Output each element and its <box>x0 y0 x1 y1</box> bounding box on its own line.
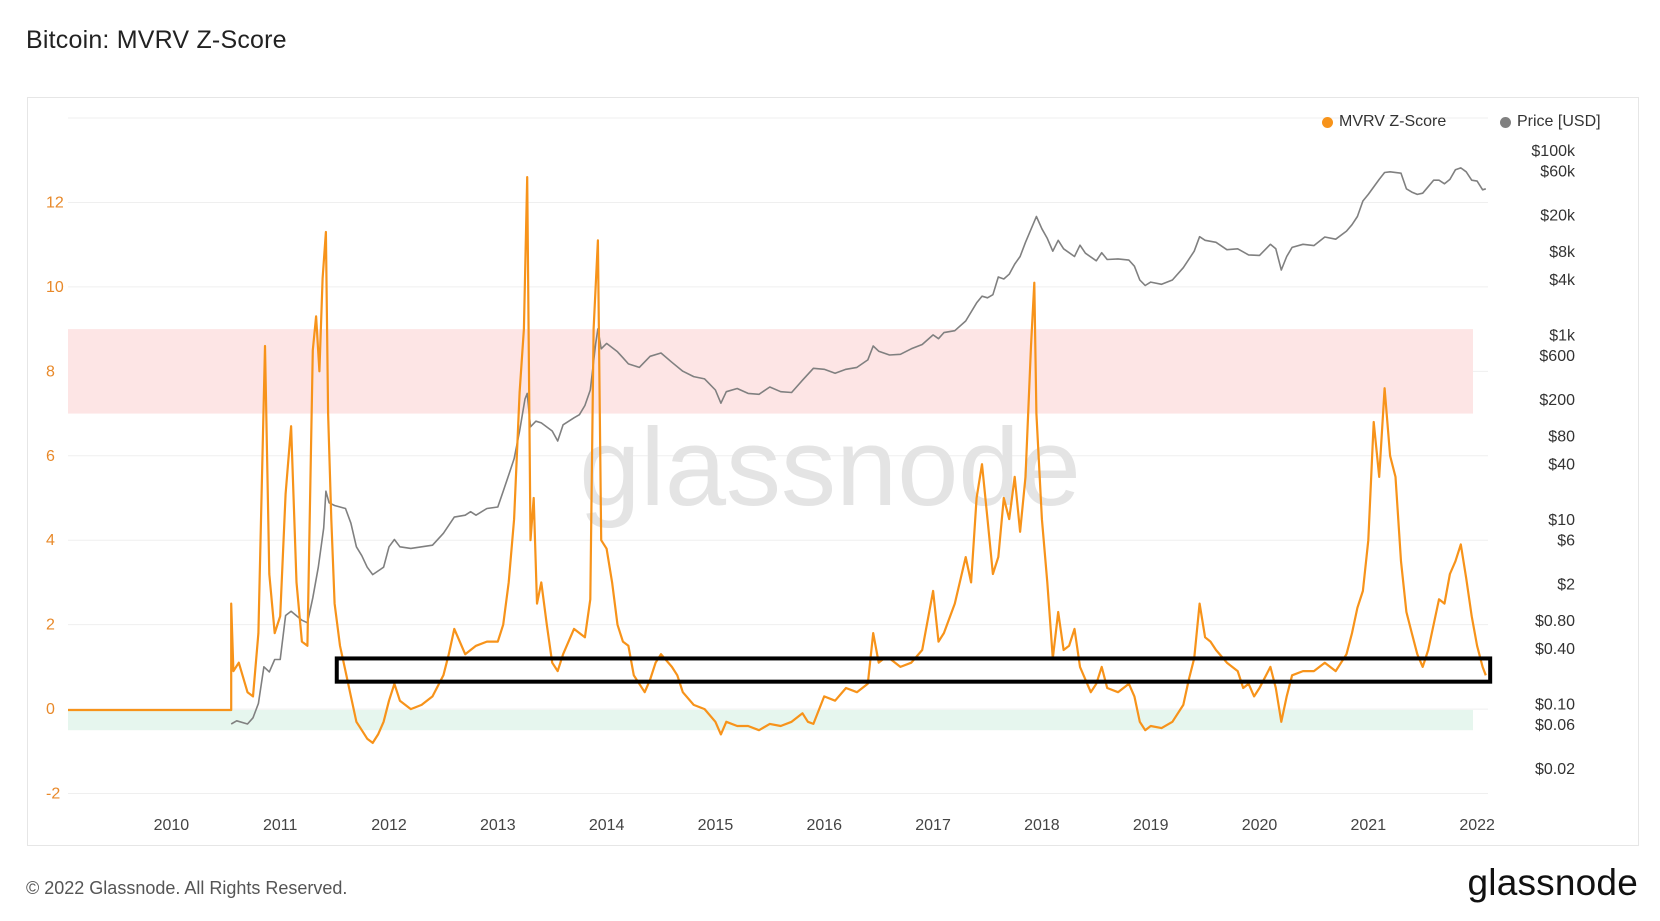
y-right-tick-label: $1k <box>1549 328 1576 345</box>
x-tick-label: 2010 <box>154 817 190 834</box>
x-axis-ticks: 2010 2011 2012 2013 2014 2015 2016 2017 2018 2019… <box>154 817 1495 834</box>
x-tick-label: 2014 <box>589 817 625 834</box>
y-right-tick-label: $0.10 <box>1535 697 1575 714</box>
x-tick-label: 2019 <box>1133 817 1169 834</box>
mvrv-line <box>68 176 1487 744</box>
y-left-ticks: -2 0 2 4 6 8 10 12 <box>46 194 64 802</box>
price-line <box>230 167 1487 725</box>
x-tick-label: 2017 <box>915 817 951 834</box>
y-left-tick-label: 6 <box>46 448 55 465</box>
y-left-tick-label: 2 <box>46 617 55 634</box>
y-right-tick-label: $4k <box>1549 272 1576 289</box>
legend-item-price[interactable]: Price [USD] <box>1500 113 1601 131</box>
y-right-tick-label: $10 <box>1548 512 1575 529</box>
watermark: glassnode <box>579 406 1081 529</box>
x-tick-label: 2018 <box>1024 817 1060 834</box>
y-right-tick-label: $0.02 <box>1535 761 1575 778</box>
y-left-tick-label: 0 <box>46 701 55 718</box>
y-right-tick-label: $200 <box>1539 392 1575 409</box>
valuation-zones <box>68 329 1473 731</box>
y-right-tick-label: $0.80 <box>1535 613 1575 630</box>
x-tick-label: 2022 <box>1459 817 1495 834</box>
x-tick-label: 2021 <box>1351 817 1387 834</box>
mvrv-legend-dot <box>1322 116 1333 128</box>
y-right-tick-label: $600 <box>1539 348 1575 365</box>
y-right-tick-label: $8k <box>1549 244 1576 261</box>
highlight-box <box>334 656 1493 684</box>
y-right-tick-label: $60k <box>1540 163 1576 180</box>
y-left-tick-label: 8 <box>46 363 55 380</box>
y-left-tick-label: 12 <box>46 194 64 211</box>
zone-undervalued <box>68 709 1473 731</box>
y-right-tick-label: $40 <box>1548 456 1575 473</box>
y-left-tick-label: 10 <box>46 279 64 296</box>
page-title: Bitcoin: MVRV Z-Score <box>26 26 287 54</box>
zone-overvalued <box>68 329 1473 414</box>
highlight-rectangle <box>334 656 1493 684</box>
x-tick-label: 2020 <box>1242 817 1278 834</box>
x-tick-label: 2016 <box>806 817 842 834</box>
legend-label-mvrv: MVRV Z-Score <box>1339 113 1447 130</box>
legend-label-price: Price [USD] <box>1517 113 1601 130</box>
legend-item-mvrv[interactable]: MVRV Z-Score <box>1322 113 1446 131</box>
y-left-tick-label: 4 <box>46 532 55 549</box>
x-tick-label: 2013 <box>480 817 516 834</box>
y-right-tick-label: $6 <box>1557 532 1575 549</box>
y-right-tick-label: $80 <box>1548 429 1575 446</box>
y-right-tick-label: $0.40 <box>1535 641 1575 658</box>
y-right-tick-label: $20k <box>1540 207 1576 224</box>
series-lines <box>68 167 1487 744</box>
y-right-ticks: $100k $60k $20k $8k $4k $1k $600 $200 $80 $40 $10 $… <box>1531 143 1576 778</box>
x-tick-label: 2012 <box>371 817 407 834</box>
y-right-tick-label: $100k <box>1531 143 1576 160</box>
y-right-tick-label: $0.06 <box>1535 717 1575 734</box>
copyright: © 2022 Glassnode. All Rights Reserved. <box>26 878 348 898</box>
glassnode-logo: glassnode <box>1467 862 1638 903</box>
x-tick-label: 2015 <box>698 817 734 834</box>
y-left-tick-label: -2 <box>46 786 60 803</box>
price-legend-dot <box>1500 116 1511 128</box>
y-right-tick-label: $2 <box>1557 576 1575 593</box>
chart-panel <box>27 97 1639 846</box>
x-tick-label: 2011 <box>263 817 298 834</box>
